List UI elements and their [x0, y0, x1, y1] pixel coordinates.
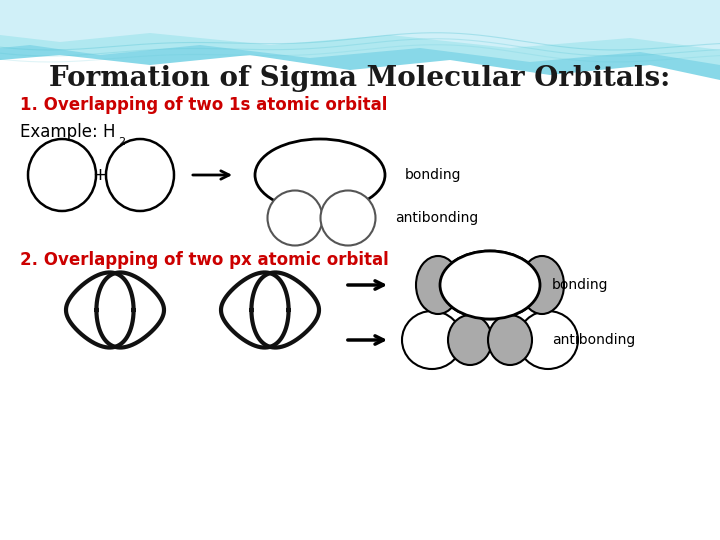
- Ellipse shape: [448, 315, 492, 365]
- Text: bonding: bonding: [405, 168, 462, 182]
- Ellipse shape: [440, 251, 540, 319]
- Ellipse shape: [518, 311, 578, 369]
- Polygon shape: [0, 0, 720, 80]
- Ellipse shape: [520, 256, 564, 314]
- Ellipse shape: [255, 139, 385, 211]
- Text: Formation of Sigma Molecular Orbitals:: Formation of Sigma Molecular Orbitals:: [50, 64, 670, 91]
- Text: 1. Overlapping of two 1s atomic orbital: 1. Overlapping of two 1s atomic orbital: [20, 96, 387, 114]
- Polygon shape: [0, 0, 720, 65]
- Text: 2. Overlapping of two px atomic orbital: 2. Overlapping of two px atomic orbital: [20, 251, 389, 269]
- Text: bonding: bonding: [552, 278, 608, 292]
- Ellipse shape: [402, 311, 462, 369]
- Polygon shape: [0, 0, 720, 50]
- Ellipse shape: [440, 251, 540, 319]
- Text: +: +: [92, 166, 107, 184]
- Text: 2: 2: [118, 137, 125, 147]
- Text: antibonding: antibonding: [395, 211, 478, 225]
- Ellipse shape: [416, 256, 460, 314]
- Text: Example: H: Example: H: [20, 123, 115, 141]
- Ellipse shape: [268, 191, 323, 246]
- Text: antibonding: antibonding: [552, 333, 635, 347]
- Ellipse shape: [488, 315, 532, 365]
- Ellipse shape: [320, 191, 376, 246]
